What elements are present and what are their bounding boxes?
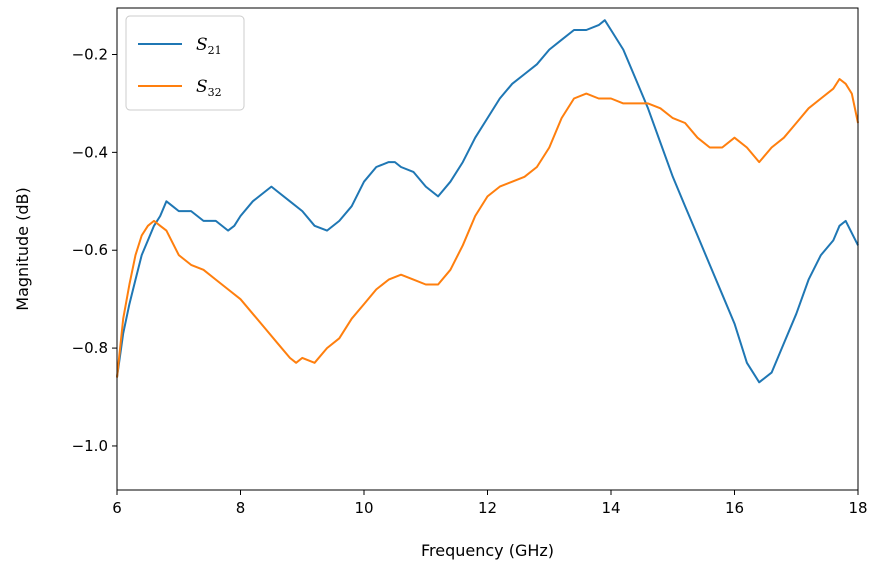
x-tick-label: 12 [478,499,497,517]
y-axis-title: Magnitude (dB) [13,187,32,310]
x-tick-label: 8 [236,499,246,517]
series-line-s32 [116,78,859,378]
y-tick-label: −0.8 [72,339,108,357]
y-tick-label: −0.2 [72,45,108,63]
y-tick-label: −1.0 [72,437,108,455]
series-layer [116,19,859,384]
legend-label-s21: S21 [196,35,222,57]
x-tick-label: 6 [112,499,122,517]
x-axis-title: Frequency (GHz) [421,541,554,560]
x-tick-label: 14 [601,499,620,517]
y-tick-label: −0.4 [72,143,108,161]
legend: S21 S32 [125,15,245,111]
legend-box [125,15,245,111]
y-tick-label: −0.6 [72,241,108,259]
x-tick-label: 10 [354,499,373,517]
x-axis: 6 8 10 12 14 16 18 [112,490,868,517]
x-tick-label: 16 [725,499,744,517]
x-tick-label: 18 [848,499,867,517]
y-axis: −1.0 −0.8 −0.6 −0.4 −0.2 [72,45,117,455]
legend-label-s32: S32 [196,77,222,99]
series-line-s21 [116,19,859,384]
